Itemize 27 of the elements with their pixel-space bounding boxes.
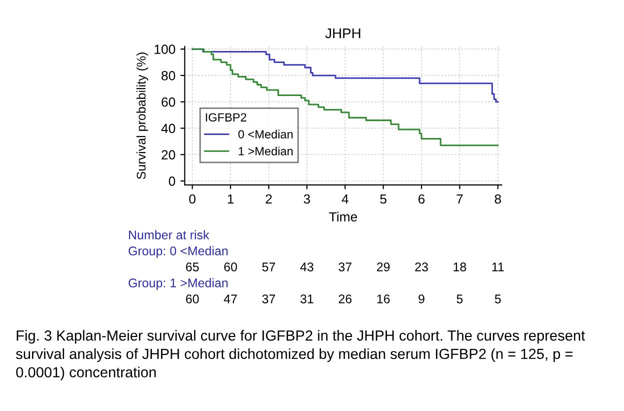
text: 65 60 57 43 37 29 23 18 11 — [186, 262, 504, 272]
y-axis-title: Survival probability (%) — [136, 52, 148, 180]
y-tick-label: 40 — [161, 124, 176, 134]
y-tick-label: 60 — [162, 97, 176, 107]
text: Number at risk — [129, 230, 210, 240]
text: Group: 1 >Median — [128, 278, 228, 290]
y-tick-label: 0 — [168, 176, 176, 186]
text: Group: 0 <Median — [128, 246, 228, 258]
legend-label: 0 <Median — [238, 130, 293, 138]
chart-title: JHPH — [325, 28, 360, 38]
x-tick-label: 1 — [228, 194, 234, 204]
x-tick-label: 3 — [304, 194, 310, 204]
y-tick-label: 20 — [162, 150, 176, 160]
y-tick-label: 100 — [154, 44, 176, 54]
x-tick-label: 4 — [342, 194, 348, 204]
x-tick-label: 7 — [456, 194, 463, 204]
legend-title: IGFBP2 — [206, 113, 246, 122]
legend-label: 1 >Median — [238, 146, 293, 156]
x-tick-label: 5 — [380, 194, 386, 204]
x-tick-label: 0 — [189, 194, 196, 204]
x-tick-label: 6 — [418, 194, 425, 204]
caption: Fig. 3 Kaplan-Meier survival curve for IGFBP2 in the JHPH cohort. The curves represent survival analysis of JHPH cohort dichotomized by median serum IGFBP2 (n = 125, p = 0.0001) concentration — [16, 330, 586, 380]
x-tick-label: 2 — [266, 194, 272, 204]
y-tick-label: 80 — [162, 71, 176, 80]
x-axis-title: Time — [329, 212, 358, 222]
x-tick-label: 8 — [494, 194, 501, 204]
text: 60 47 37 31 26 16 9 5 5 — [186, 294, 501, 304]
